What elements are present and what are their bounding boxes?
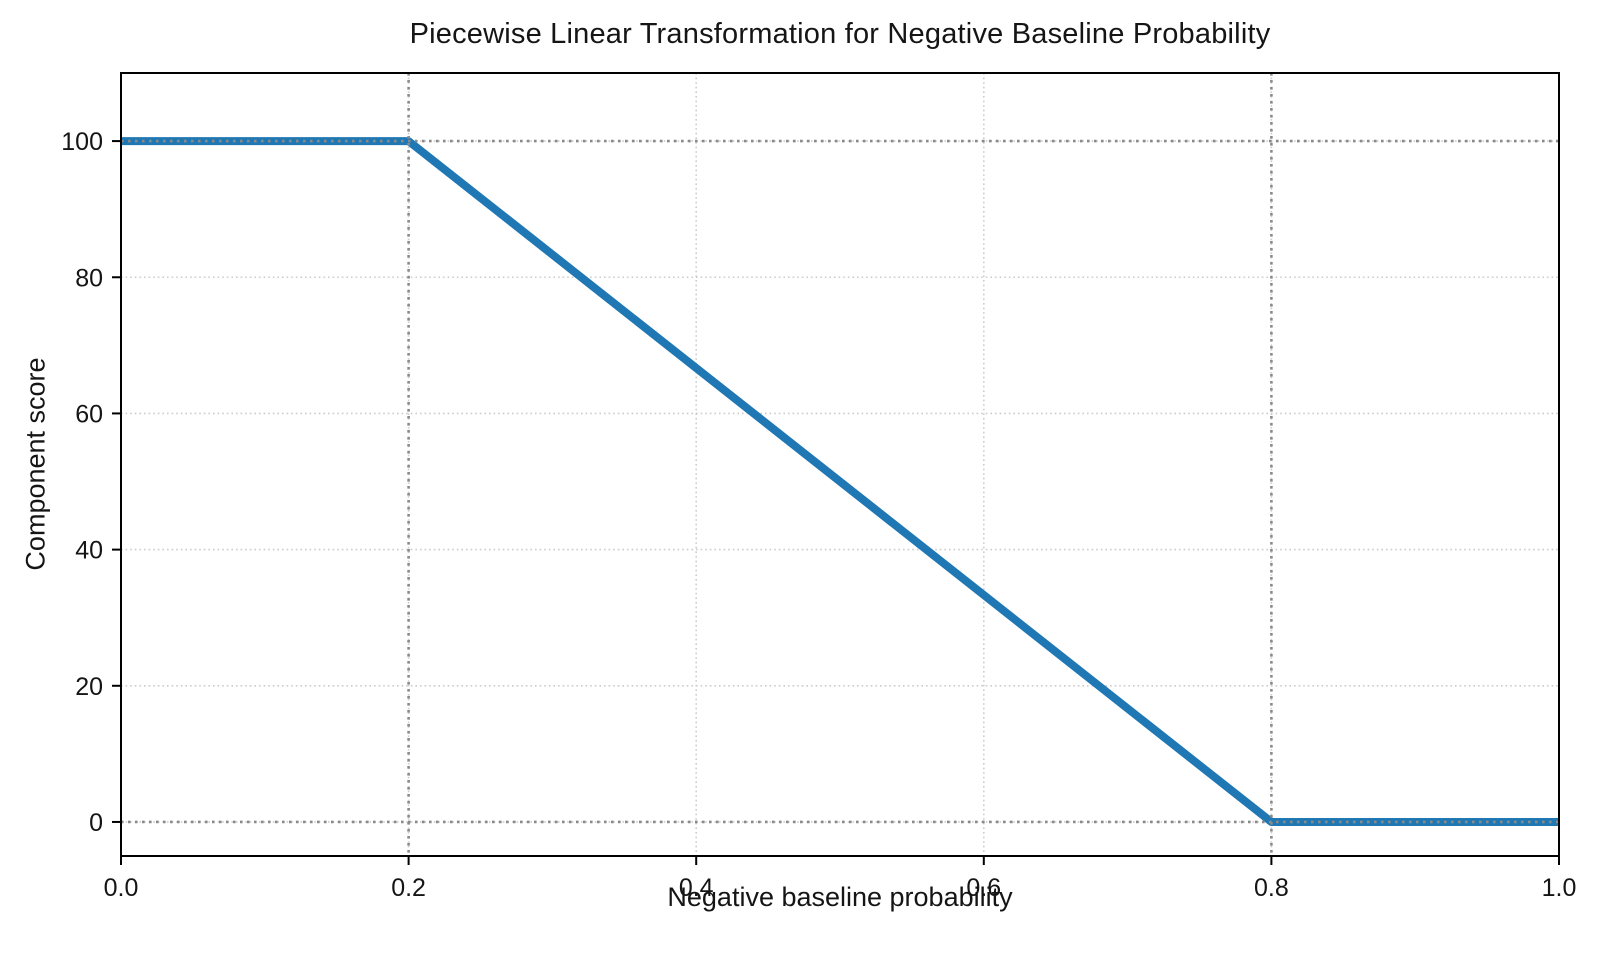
axes-spines bbox=[120, 72, 1560, 857]
x-axis-label: Negative baseline probability bbox=[667, 882, 1013, 912]
y-tick-label: 0 bbox=[89, 809, 103, 837]
y-tick-label: 40 bbox=[75, 537, 103, 565]
x-tick-label: 0.6 bbox=[966, 874, 1001, 902]
y-tick-label: 20 bbox=[75, 673, 103, 701]
x-tick-label: 1.0 bbox=[1542, 874, 1577, 902]
x-tick-label: 0.4 bbox=[679, 874, 714, 902]
y-tick-label: 60 bbox=[75, 400, 103, 428]
x-tick-label: 0.2 bbox=[391, 874, 426, 902]
x-tick-label: 0.0 bbox=[104, 874, 139, 902]
y-axis-label: Component score bbox=[20, 357, 51, 571]
y-tick-label: 100 bbox=[61, 128, 103, 156]
chart-title: Piecewise Linear Transformation for Nega… bbox=[409, 18, 1271, 50]
y-tick-label: 80 bbox=[75, 264, 103, 292]
x-tick-label: 0.8 bbox=[1254, 874, 1289, 902]
data-line-component_score bbox=[121, 137, 1559, 826]
